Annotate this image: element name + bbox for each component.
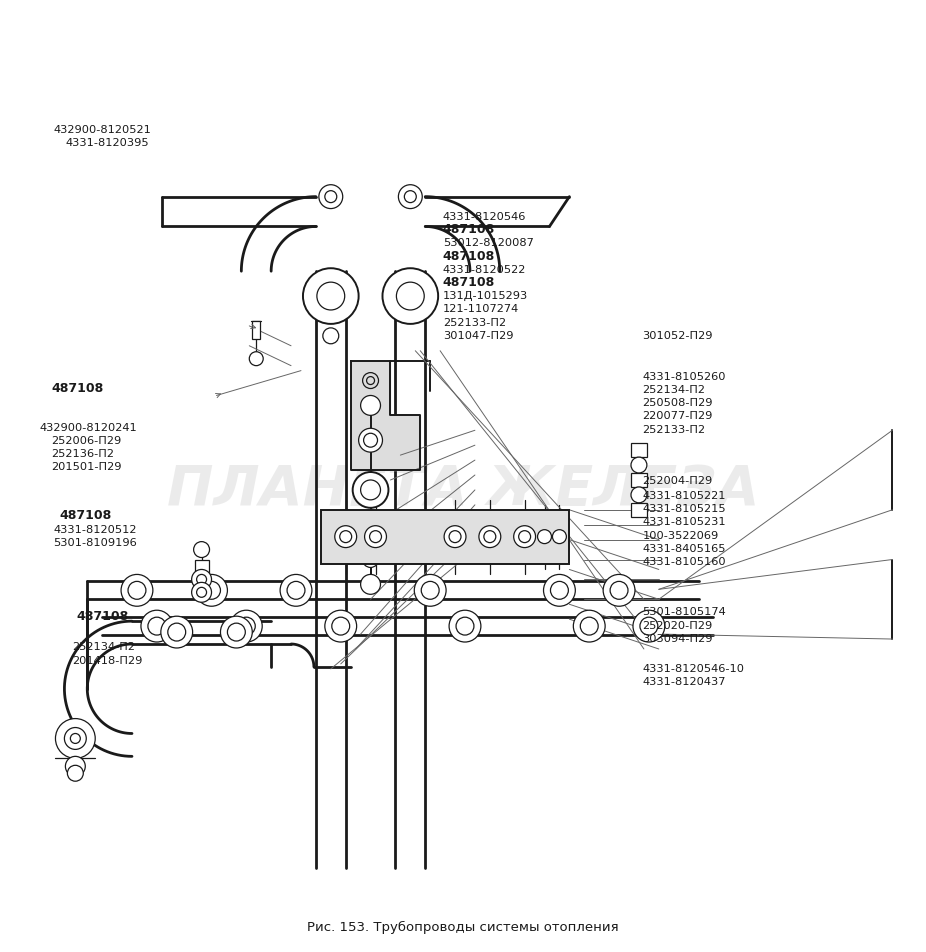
Text: 487108: 487108 [443, 224, 495, 236]
Text: 201418-П29: 201418-П29 [72, 656, 143, 665]
Circle shape [161, 616, 193, 648]
Text: 4331-8120395: 4331-8120395 [66, 138, 149, 148]
Circle shape [449, 610, 481, 642]
Circle shape [631, 486, 647, 503]
Circle shape [398, 185, 422, 208]
Text: Рис. 153. Трубопроводы системы отопления: Рис. 153. Трубопроводы системы отопления [307, 921, 619, 934]
Text: 250508-П29: 250508-П29 [643, 398, 713, 408]
Text: 487108: 487108 [443, 276, 495, 289]
Circle shape [319, 185, 343, 208]
Text: 487108: 487108 [60, 509, 112, 523]
Text: 4331-8120522: 4331-8120522 [443, 265, 526, 275]
Text: 4331-8105160: 4331-8105160 [643, 557, 726, 567]
Circle shape [358, 428, 382, 452]
Circle shape [56, 719, 95, 759]
Circle shape [353, 472, 388, 507]
Bar [631, 473, 647, 486]
Text: 252136-П2: 252136-П2 [52, 449, 115, 459]
Text: 252020-П29: 252020-П29 [643, 621, 713, 630]
Text: 4331-8105221: 4331-8105221 [643, 491, 726, 501]
Text: 4331-8120546-10: 4331-8120546-10 [643, 664, 745, 674]
Text: 220077-П29: 220077-П29 [643, 411, 713, 422]
Circle shape [631, 457, 647, 473]
Text: 252133-П2: 252133-П2 [443, 318, 506, 327]
Circle shape [280, 574, 312, 606]
Text: 131Д-1015293: 131Д-1015293 [443, 291, 528, 301]
Circle shape [194, 542, 209, 558]
Bar [194, 560, 208, 580]
Circle shape [195, 574, 228, 606]
Text: 4331-8105260: 4331-8105260 [643, 371, 726, 382]
Text: 4331-8105215: 4331-8105215 [643, 505, 726, 514]
Text: 53012-8120087: 53012-8120087 [443, 238, 533, 248]
Bar [631, 444, 647, 457]
Text: 252006-П29: 252006-П29 [52, 436, 122, 446]
Circle shape [538, 529, 552, 544]
Text: 201501-П29: 201501-П29 [52, 463, 122, 472]
Circle shape [544, 574, 575, 606]
Text: 252004-П29: 252004-П29 [643, 476, 713, 486]
Text: 4331-8120546: 4331-8120546 [443, 211, 526, 222]
Circle shape [68, 765, 83, 782]
Text: 5301-8109196: 5301-8109196 [54, 538, 137, 548]
Circle shape [633, 610, 665, 642]
Text: 252134-П2: 252134-П2 [72, 643, 135, 652]
Bar [320, 510, 569, 565]
Circle shape [382, 268, 438, 324]
Circle shape [231, 610, 262, 642]
Text: 100-3522069: 100-3522069 [643, 530, 719, 541]
Text: 4331-8120437: 4331-8120437 [643, 677, 726, 687]
Text: 4331-8105231: 4331-8105231 [643, 517, 726, 527]
Text: ПЛАНЕТА ЖЕЛЕЗА: ПЛАНЕТА ЖЕЛЕЗА [167, 463, 759, 517]
Circle shape [325, 610, 357, 642]
Circle shape [192, 583, 211, 603]
Circle shape [192, 569, 211, 589]
Circle shape [249, 351, 263, 366]
Text: 487108: 487108 [443, 250, 495, 263]
Text: 301047-П29: 301047-П29 [443, 331, 513, 341]
Circle shape [141, 610, 173, 642]
Text: 252134-П2: 252134-П2 [643, 385, 706, 395]
Circle shape [360, 574, 381, 594]
Circle shape [365, 526, 386, 547]
Circle shape [220, 616, 252, 648]
Text: 4331-8120512: 4331-8120512 [54, 525, 137, 535]
Circle shape [323, 327, 339, 344]
Text: 252133-П2: 252133-П2 [643, 425, 706, 435]
Text: 5301-8105174: 5301-8105174 [643, 607, 726, 617]
Text: 121-1107274: 121-1107274 [443, 305, 519, 314]
Circle shape [335, 526, 357, 547]
Circle shape [121, 574, 153, 606]
Circle shape [514, 526, 535, 547]
Circle shape [444, 526, 466, 547]
Circle shape [66, 756, 85, 776]
Circle shape [360, 395, 381, 415]
Text: 487108: 487108 [77, 609, 129, 623]
Circle shape [573, 610, 606, 642]
Circle shape [603, 574, 635, 606]
Circle shape [479, 526, 501, 547]
Circle shape [414, 574, 446, 606]
Circle shape [553, 529, 567, 544]
Text: 432900-8120241: 432900-8120241 [40, 423, 137, 433]
Text: 303094-П29: 303094-П29 [643, 634, 713, 644]
Circle shape [360, 525, 381, 545]
Text: 301052-П29: 301052-П29 [643, 331, 713, 341]
Bar [631, 503, 647, 517]
Text: 432900-8120521: 432900-8120521 [54, 125, 151, 134]
Circle shape [363, 551, 379, 567]
Text: 487108: 487108 [52, 383, 104, 395]
Bar [252, 321, 260, 339]
Text: 4331-8405165: 4331-8405165 [643, 544, 726, 554]
Polygon shape [351, 361, 420, 470]
Circle shape [303, 268, 358, 324]
